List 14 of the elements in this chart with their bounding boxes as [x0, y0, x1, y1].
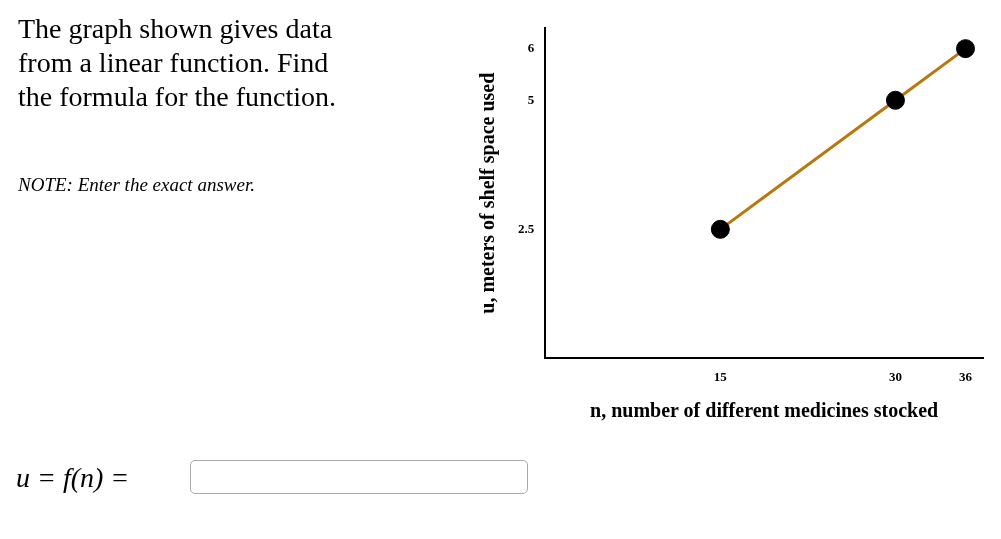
y-axis-title: u, meters of shelf space used [476, 72, 500, 314]
y-tick-label: 2.5 [518, 220, 535, 236]
y-tick-label: 6 [527, 40, 535, 56]
text: The graph shown gives data from a linear function. Find the formula for the function. [18, 12, 337, 114]
x-tick-label: 30 [888, 368, 902, 384]
point [885, 90, 905, 110]
point [710, 219, 730, 239]
x-tick-label: 15 [713, 368, 728, 384]
x-tick-label: 36 [958, 368, 973, 384]
text: u = f(n) = [16, 462, 130, 494]
y-tick-label: 5 [527, 91, 535, 107]
x-axis-title: n, number of different medicines stocked [590, 399, 939, 422]
point [955, 39, 975, 59]
text: NOTE: Enter the exact answer. [18, 174, 255, 196]
